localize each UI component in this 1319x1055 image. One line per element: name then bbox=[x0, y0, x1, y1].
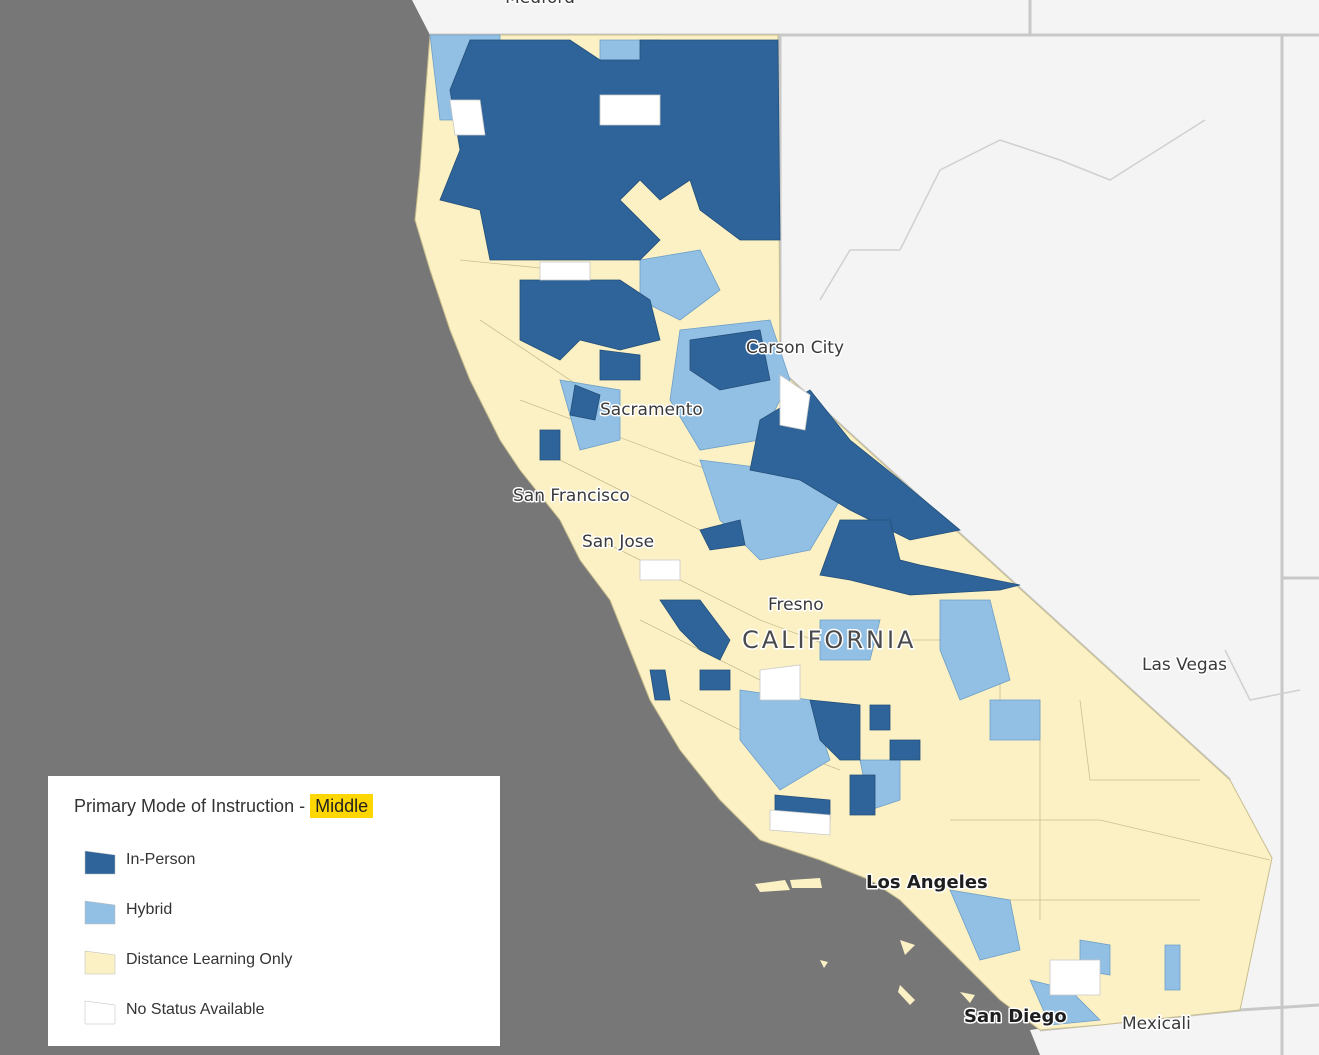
channel-islands bbox=[755, 878, 975, 1005]
legend-label: Hybrid bbox=[126, 901, 173, 918]
in-person-districts bbox=[439, 39, 1021, 821]
neighboring-land bbox=[412, 0, 1319, 1055]
rivers bbox=[819, 119, 1301, 701]
legend-item-hybrid: Hybrid bbox=[74, 885, 500, 935]
legend-item-distance-learning: Distance Learning Only bbox=[74, 935, 500, 985]
city-label-sacramento: Sacramento bbox=[600, 400, 703, 420]
legend-level-highlight: Middle bbox=[310, 794, 374, 818]
legend-title-text: Primary Mode of Instruction - bbox=[74, 796, 311, 816]
hybrid-swatch-icon bbox=[84, 900, 116, 925]
legend-item-no-status: No Status Available bbox=[74, 985, 500, 1035]
city-label-carson-city: Carson City bbox=[746, 338, 844, 358]
in-person-swatch-icon bbox=[84, 850, 116, 875]
legend-label: In-Person bbox=[126, 851, 196, 868]
no-status-swatch-icon bbox=[84, 1000, 116, 1025]
city-label-san-francisco: San Francisco bbox=[513, 486, 630, 506]
city-label-las-vegas: Las Vegas bbox=[1142, 655, 1227, 675]
city-label-medford: Medford bbox=[505, 0, 575, 8]
no-status-districts bbox=[449, 94, 1101, 996]
city-label-san-diego: San Diego bbox=[964, 1006, 1067, 1027]
legend-item-in-person: In-Person bbox=[74, 835, 500, 885]
state-label-california: CALIFORNIA bbox=[742, 626, 916, 654]
map-legend: Primary Mode of Instruction - Middle In-… bbox=[48, 776, 500, 1046]
map-labels: Medford Carson City Sacramento San Franc… bbox=[504, 0, 1229, 1036]
distance-learning-swatch-icon bbox=[84, 950, 116, 975]
city-label-san-jose: San Jose bbox=[582, 532, 654, 552]
city-label-los-angeles: Los Angeles bbox=[866, 872, 988, 893]
legend-title: Primary Mode of Instruction - Middle bbox=[74, 794, 500, 818]
city-label-fresno: Fresno bbox=[768, 595, 824, 615]
legend-label: No Status Available bbox=[126, 1001, 265, 1018]
legend-label: Distance Learning Only bbox=[126, 951, 293, 968]
city-label-mexicali: Mexicali bbox=[1122, 1014, 1191, 1034]
